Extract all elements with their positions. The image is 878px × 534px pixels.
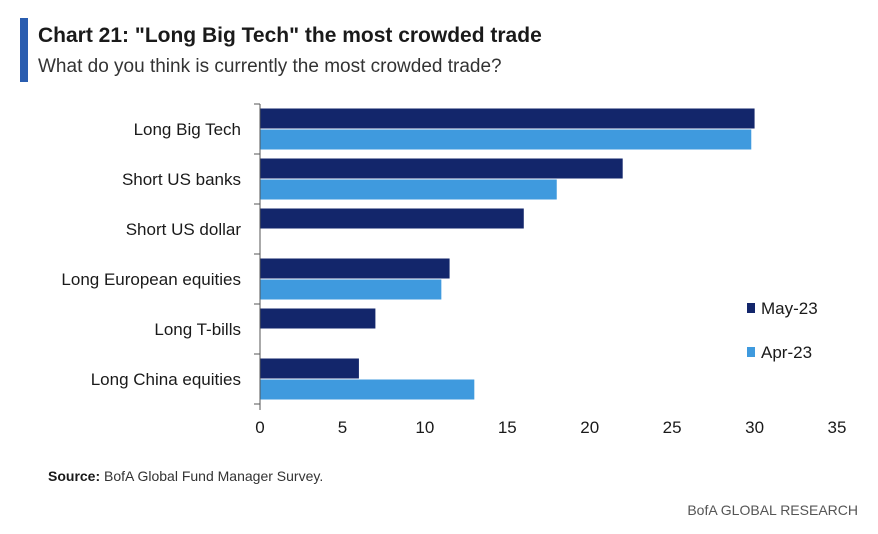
category-label: Short US banks	[122, 170, 241, 189]
bar-may-3	[260, 258, 450, 279]
chart-subtitle: What do you think is currently the most …	[38, 56, 502, 77]
legend-swatch	[747, 347, 755, 357]
category-label: Long Big Tech	[134, 120, 241, 139]
x-tick-label: 0	[255, 418, 264, 437]
x-tick-label: 35	[828, 418, 847, 437]
bar-apr-1	[260, 179, 557, 200]
bar-may-5	[260, 358, 359, 379]
x-tick-label: 10	[415, 418, 434, 437]
source-text: BofA Global Fund Manager Survey.	[100, 468, 324, 484]
bar-apr-3	[260, 279, 442, 300]
bar-apr-0	[260, 129, 752, 150]
bar-may-2	[260, 208, 524, 229]
brand-footer: BofA GLOBAL RESEARCH	[687, 502, 858, 518]
source-note: Source: BofA Global Fund Manager Survey.	[48, 468, 323, 484]
x-tick-label: 15	[498, 418, 517, 437]
bar-may-0	[260, 108, 755, 129]
x-tick-label: 25	[663, 418, 682, 437]
bar-may-1	[260, 158, 623, 179]
chart-title: Chart 21: "Long Big Tech" the most crowd…	[38, 24, 542, 47]
legend-label: Apr-23	[761, 343, 812, 362]
source-label: Source:	[48, 468, 101, 484]
bar-may-4	[260, 308, 376, 329]
legend-swatch	[747, 303, 755, 313]
x-tick-label: 20	[580, 418, 599, 437]
legend-label: May-23	[761, 299, 818, 318]
category-label: Long T-bills	[154, 320, 241, 339]
category-label: Long European equities	[61, 270, 241, 289]
x-tick-label: 30	[745, 418, 764, 437]
category-label: Long China equities	[91, 370, 241, 389]
x-tick-label: 5	[338, 418, 347, 437]
category-label: Short US dollar	[126, 220, 242, 239]
title-accent-bar	[20, 18, 28, 82]
bar-chart: Long Big Tech Short US banks Short US doll…	[61, 103, 847, 437]
bar-apr-5	[260, 379, 475, 400]
